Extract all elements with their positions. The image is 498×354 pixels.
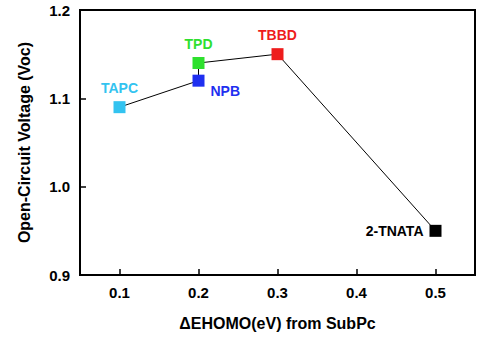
svg-text:0.1: 0.1	[109, 284, 130, 301]
svg-text:1.0: 1.0	[49, 178, 70, 195]
svg-text:1.1: 1.1	[49, 90, 70, 107]
svg-text:TBBD: TBBD	[258, 27, 297, 43]
svg-text:ΔEHOMO(eV) from SubPc: ΔEHOMO(eV) from SubPc	[179, 315, 376, 332]
svg-text:NPB: NPB	[211, 83, 241, 99]
svg-text:1.2: 1.2	[49, 2, 70, 19]
svg-text:0.9: 0.9	[49, 267, 70, 284]
svg-text:Open-Circuit Voltage (Voc): Open-Circuit Voltage (Voc)	[16, 42, 33, 243]
svg-text:2-TNATA: 2-TNATA	[366, 223, 424, 239]
svg-text:0.4: 0.4	[346, 284, 368, 301]
svg-text:TPD: TPD	[185, 36, 213, 52]
svg-text:0.5: 0.5	[425, 284, 446, 301]
svg-text:TAPC: TAPC	[101, 80, 138, 96]
svg-text:0.2: 0.2	[188, 284, 209, 301]
svg-text:0.3: 0.3	[267, 284, 288, 301]
